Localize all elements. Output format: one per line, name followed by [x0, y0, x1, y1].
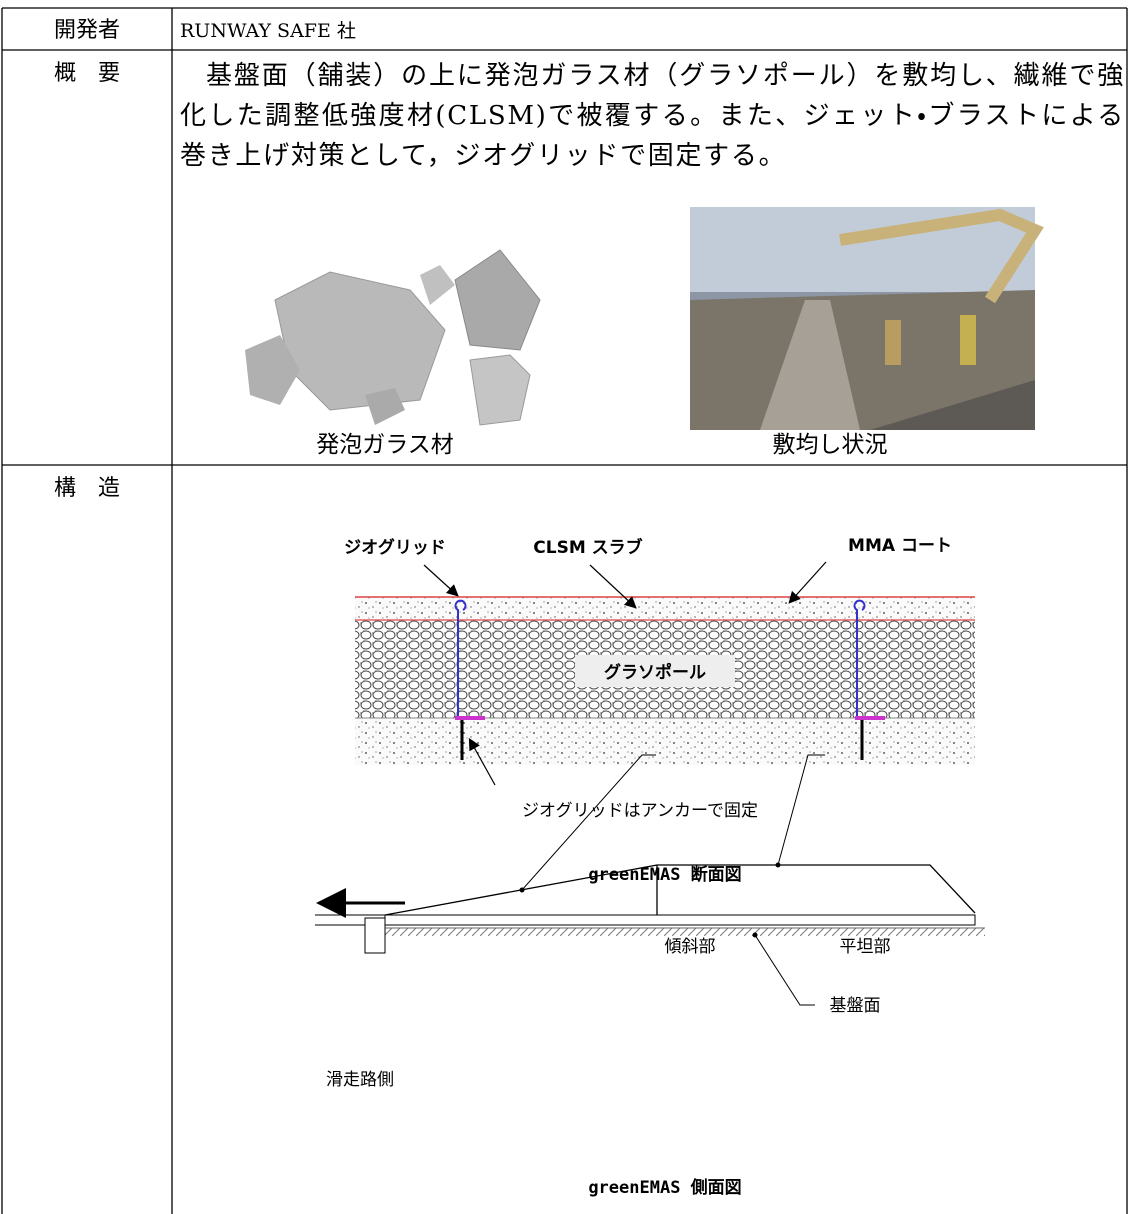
row-label: 概 要: [54, 61, 120, 86]
photo-spreading: [690, 207, 1044, 430]
callout: 平坦部: [840, 937, 891, 957]
callout: グラソポール: [604, 662, 706, 683]
callout: 基盤面: [830, 996, 881, 1016]
callout: MMA コート: [848, 536, 952, 556]
summary-text: 基盤面（舗装）の上に発泡ガラス材（グラソポール）を敷均し、繊維で強化した調整低強…: [180, 61, 1125, 171]
callout: ジオグリッド: [344, 537, 446, 558]
photo-foam-glass: [245, 249, 541, 426]
figure-caption: 発泡ガラス材: [316, 432, 454, 458]
callout: 滑走路側: [326, 1070, 394, 1090]
table-grid: [1, 7, 1128, 1214]
diagram-caption: greenEMAS 側面図: [588, 1177, 741, 1198]
callout: CLSM スラブ: [533, 537, 642, 558]
row-label: 構 造: [54, 476, 120, 501]
section-diagram: [355, 561, 975, 786]
figure-caption: 敷均し状況: [773, 432, 888, 458]
row-label: 開発者: [54, 18, 120, 43]
developer: RUNWAY SAFE 社: [180, 20, 356, 42]
callout: 傾斜部: [665, 937, 716, 957]
diagram-caption: greenEMAS 断面図: [588, 865, 741, 885]
side-diagram: [315, 754, 985, 1006]
callout: ジオグリッドはアンカーで固定: [522, 801, 758, 821]
